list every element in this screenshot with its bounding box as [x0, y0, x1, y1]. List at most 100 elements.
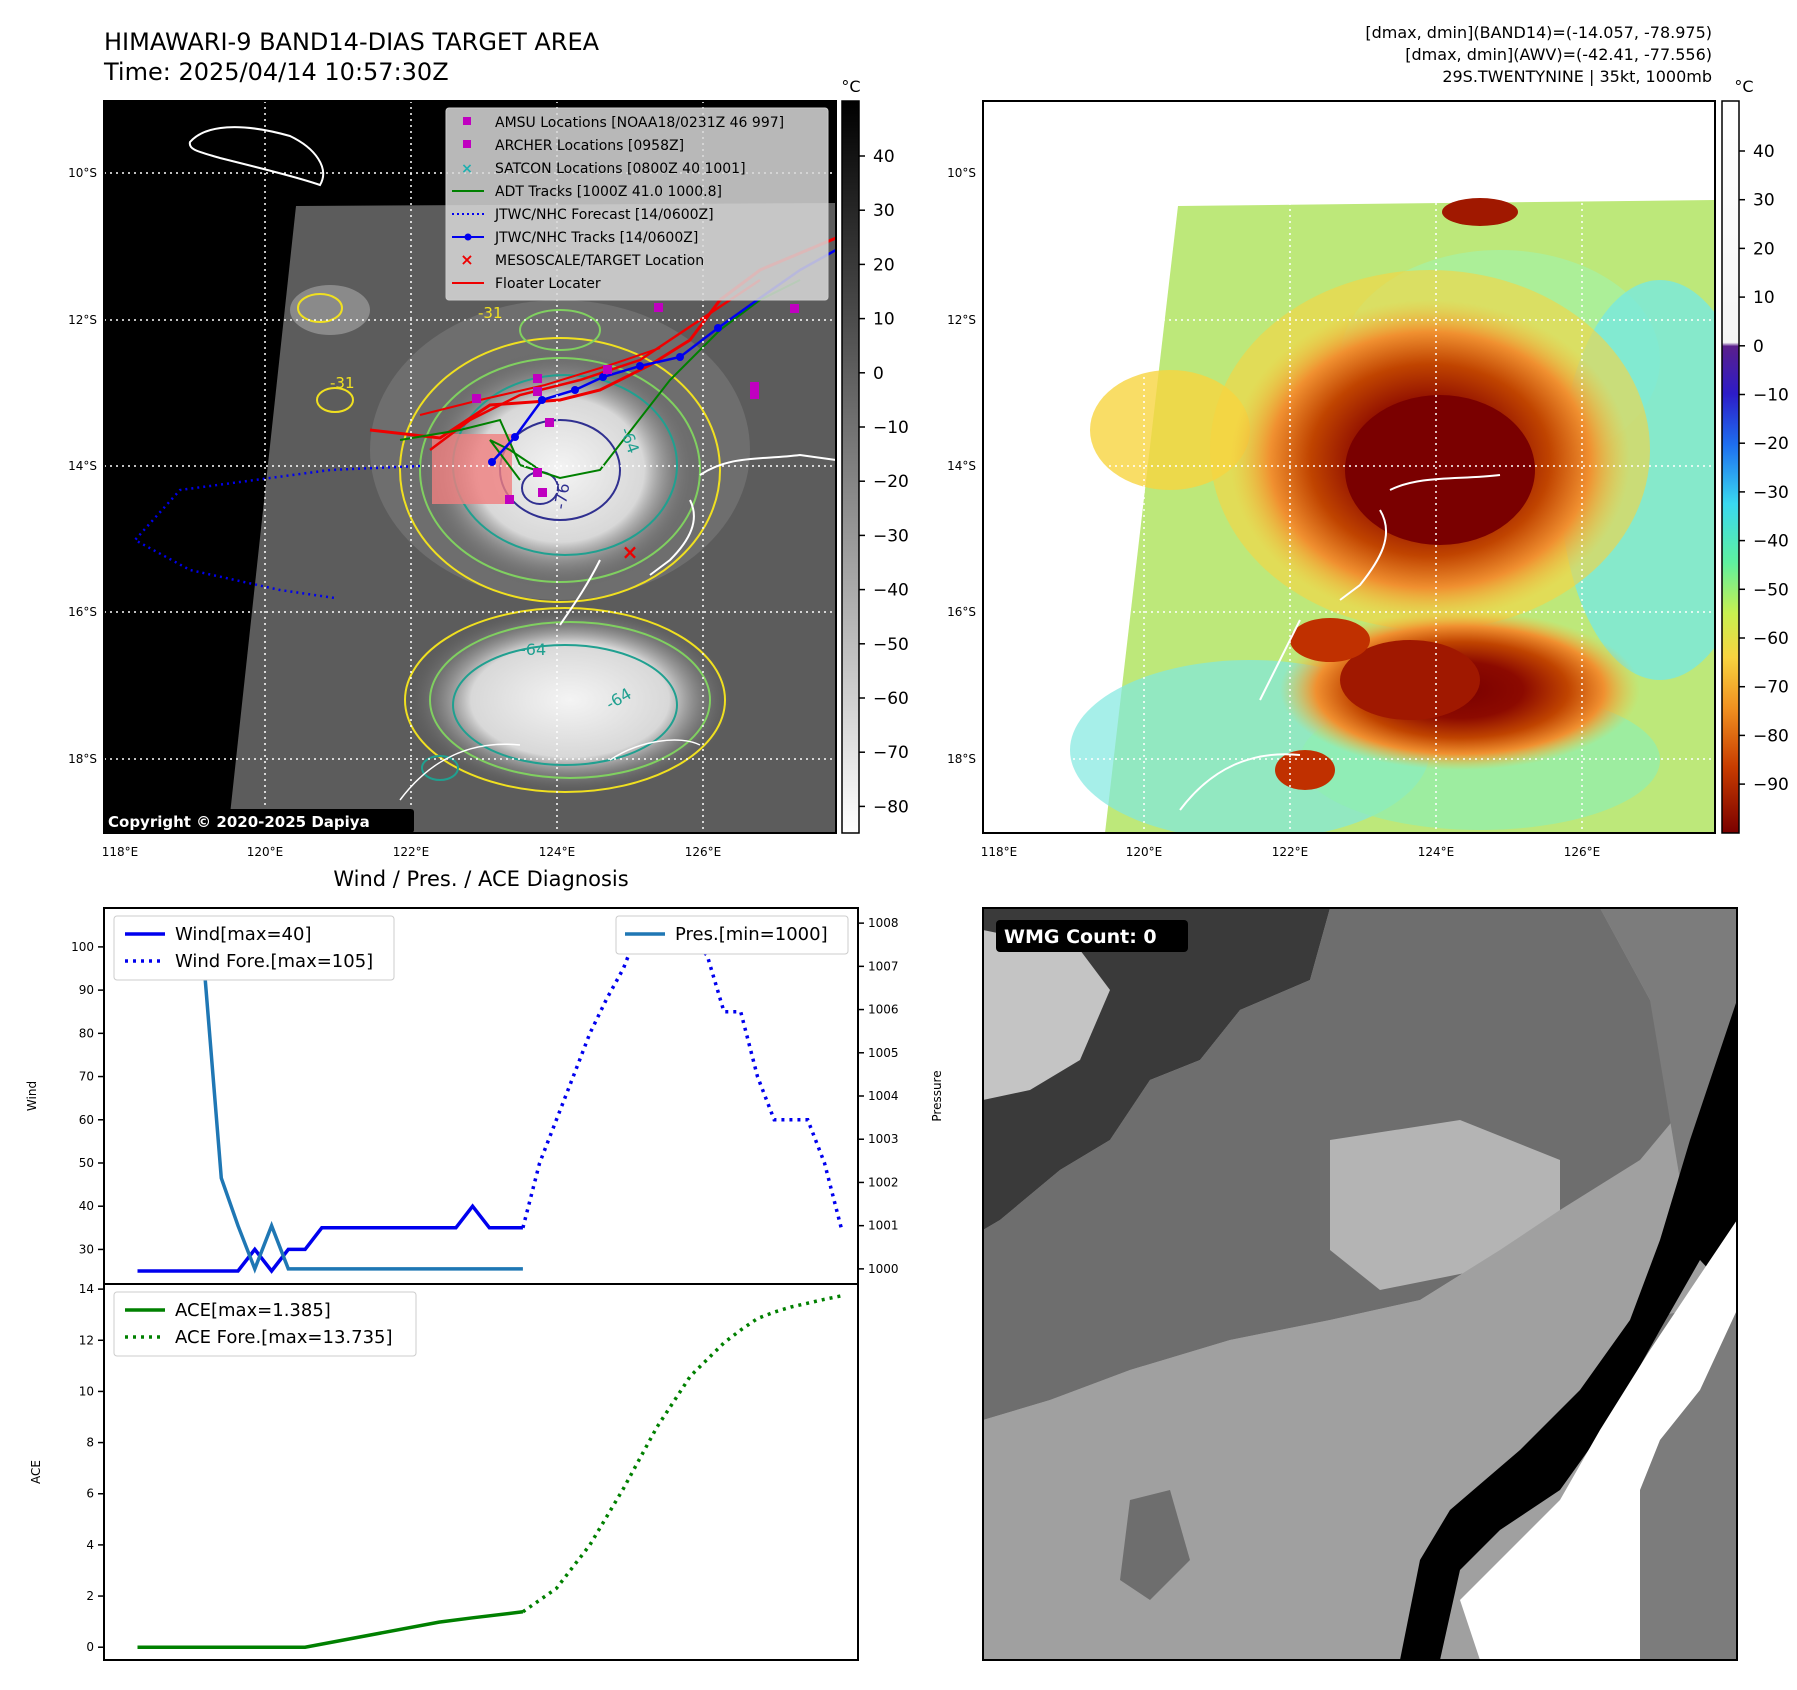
- wv-colorbar-tick-13: −90: [1753, 775, 1789, 795]
- legend-adt: ADT Tracks [1000Z 41.0 1000.8]: [495, 184, 722, 200]
- wv-colorbar-tick-4: 0: [1753, 337, 1764, 357]
- ir-colorbar-tick-11: −70: [873, 743, 909, 763]
- ir-colorbar-tick-3: 10: [873, 310, 895, 330]
- wv-colorbar-tick-12: −80: [1753, 726, 1789, 746]
- wind-tick-100: 100: [71, 940, 94, 954]
- ir-lat-10: 10°S: [68, 166, 97, 180]
- contour-label-6: -31: [330, 374, 355, 392]
- wv-lon-122: 122°E: [1272, 845, 1309, 859]
- info-band14: [dmax, dmin](BAND14)=(-14.057, -78.975): [1365, 23, 1712, 42]
- ir-colorbar-tick-6: −20: [873, 472, 909, 492]
- pressure-tick-1000: 1000: [868, 1262, 899, 1276]
- ace-tick-6: 6: [86, 1487, 94, 1501]
- wv-colorbar: °C 40 30 20 10 0 −10 −20 −30 −40 −50 −60 −70 −80 −90: [1721, 77, 1789, 834]
- wv-colorbar-tick-5: −10: [1753, 386, 1789, 406]
- contour-label-2: -76: [550, 482, 573, 511]
- ir-colorbar-tick-9: −50: [873, 635, 909, 655]
- ir-colorbar-tick-2: 20: [873, 255, 895, 275]
- pressure-tick-1007: 1007: [868, 959, 899, 973]
- contour-label-3: -64: [520, 640, 546, 659]
- ir-lat-18: 18°S: [68, 752, 97, 766]
- wv-colorbar-tick-1: 30: [1753, 191, 1775, 211]
- pressure-tick-1002: 1002: [868, 1175, 899, 1189]
- ace-tick-4: 4: [86, 1538, 94, 1552]
- ace-tick-12: 12: [79, 1333, 94, 1347]
- copyright: Copyright © 2020-2025 Dapiya: [108, 813, 370, 831]
- legend-ace: ACE[max=1.385]: [175, 1300, 331, 1321]
- pressure-tick-1008: 1008: [868, 916, 899, 930]
- contour-label-5: -31: [478, 304, 503, 322]
- map-legend: AMSU Locations [NOAA18/0231Z 46 997] ARC…: [445, 107, 829, 301]
- svg-text:×: ×: [460, 250, 473, 269]
- ir-colorbar-tick-5: −10: [873, 418, 909, 438]
- wv-colorbar-tick-3: 10: [1753, 288, 1775, 308]
- ir-colorbar-tick-10: −60: [873, 689, 909, 709]
- ace-tick-10: 10: [79, 1384, 94, 1398]
- wind-tick-40: 40: [79, 1199, 94, 1213]
- legend-ace-fore: ACE Fore.[max=13.735]: [175, 1327, 393, 1348]
- floater-box: [432, 434, 512, 504]
- ir-lat-16: 16°S: [68, 605, 97, 619]
- ir-colorbar-tick-4: 0: [873, 364, 884, 384]
- wv-lat-12: 12°S: [947, 313, 976, 327]
- target-marker: ×: [622, 540, 639, 564]
- figure-time: Time: 2025/04/14 10:57:30Z: [103, 58, 449, 86]
- wv-colorbar-tick-2: 20: [1753, 239, 1775, 259]
- pressure-axis-label: Pressure: [930, 1070, 944, 1121]
- wind-legend: Wind[max=40] Wind Fore.[max=105]: [113, 915, 395, 981]
- ace-tick-14: 14: [79, 1282, 94, 1296]
- ir-colorbar-unit: °C: [841, 77, 860, 96]
- wv-lat-18: 18°S: [947, 752, 976, 766]
- ir-lat-12: 12°S: [68, 313, 97, 327]
- ir-lon-118: 118°E: [102, 845, 139, 859]
- wind-tick-90: 90: [79, 983, 94, 997]
- coastline-ir: [188, 126, 325, 187]
- ace-axis-label: ACE: [29, 1460, 43, 1484]
- ir-map-panel: × -64 -76 -64 -64 -31 -31 AMSU Locations…: [68, 100, 837, 859]
- info-storm: 29S.TWENTYNINE | 35kt, 1000mb: [1442, 67, 1712, 86]
- wv-colorbar-tick-8: −40: [1753, 532, 1789, 552]
- legend-wind: Wind[max=40]: [175, 924, 312, 945]
- wv-lat-10: 10°S: [947, 166, 976, 180]
- wind-tick-30: 30: [79, 1242, 94, 1256]
- pressure-tick-1006: 1006: [868, 1003, 899, 1017]
- ir-colorbar-tick-8: −40: [873, 581, 909, 601]
- svg-text:×: ×: [461, 161, 473, 177]
- wmg-count: WMG Count: 0: [1004, 926, 1157, 948]
- series-ace-max-: [137, 1610, 524, 1649]
- wind-tick-50: 50: [79, 1156, 94, 1170]
- ace-chart: ACE 0 2 4 6 8 10 12 14 ACE[max=1.385] ACE Fore.…: [29, 1282, 859, 1661]
- wmg-black-band: [1400, 1000, 1737, 1660]
- wind-tick-60: 60: [79, 1113, 94, 1127]
- wv-colorbar-tick-10: −60: [1753, 629, 1789, 649]
- adt-track: [399, 279, 801, 480]
- wv-lon-120: 120°E: [1126, 845, 1163, 859]
- legend-jtwc: JTWC/NHC Tracks [14/0600Z]: [494, 230, 698, 246]
- series-ace-fore-max-: [521, 1294, 842, 1614]
- pressure-legend: Pres.[min=1000]: [615, 915, 849, 955]
- ir-colorbar-tick-7: −30: [873, 526, 909, 546]
- wv-gridlines: [983, 101, 1715, 833]
- figure-title: HIMAWARI-9 BAND14-DIAS TARGET AREA: [104, 28, 600, 56]
- wv-colorbar-tick-11: −70: [1753, 678, 1789, 698]
- series-wind-max-: [137, 1203, 523, 1274]
- pressure-tick-1001: 1001: [868, 1219, 899, 1233]
- wv-lon-118: 118°E: [981, 845, 1018, 859]
- wv-colorbar-tick-6: −20: [1753, 434, 1789, 454]
- pressure-tick-1005: 1005: [868, 1046, 899, 1060]
- legend-target: MESOSCALE/TARGET Location: [495, 253, 704, 269]
- wind-tick-80: 80: [79, 1026, 94, 1040]
- pressure-tick-1004: 1004: [868, 1089, 899, 1103]
- wv-colorbar-tick-0: 40: [1753, 142, 1775, 162]
- info-awv: [dmax, dmin](AWV)=(-42.41, -77.556): [1405, 45, 1712, 64]
- wv-colorbar-unit: °C: [1734, 77, 1753, 96]
- wv-lon-124: 124°E: [1418, 845, 1455, 859]
- amsu-marker: [472, 394, 481, 403]
- forecast-track: [133, 464, 421, 600]
- legend-forecast: JTWC/NHC Forecast [14/0600Z]: [494, 207, 714, 223]
- wind-tick-70: 70: [79, 1070, 94, 1084]
- wv-colorbar-tick-9: −50: [1753, 580, 1789, 600]
- wv-lon-126: 126°E: [1564, 845, 1601, 859]
- ir-colorbar: °C 40 30 20 10 0 −10 −20 −30 −40 −50 −60 −70 −80: [841, 77, 909, 834]
